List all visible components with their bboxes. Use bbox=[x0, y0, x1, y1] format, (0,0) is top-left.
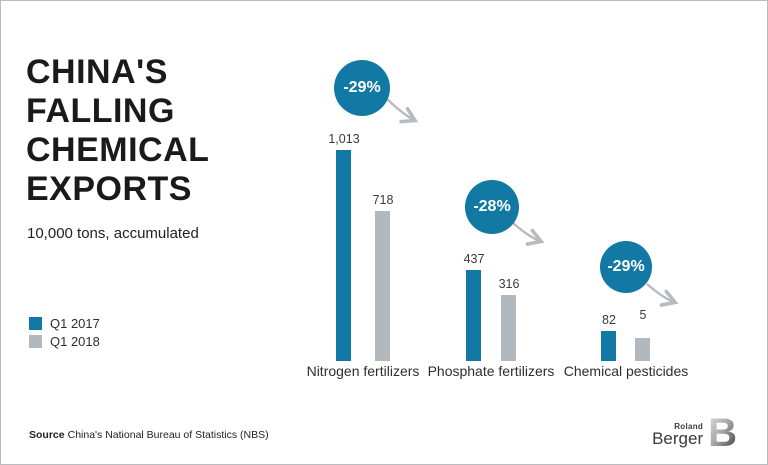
category-label-pesticides: Chemical pesticides bbox=[563, 363, 689, 379]
title-line-4: EXPORTS bbox=[26, 170, 192, 208]
bar-pesticides-2017 bbox=[601, 331, 616, 361]
category-label-nitrogen: Nitrogen fertilizers bbox=[306, 363, 420, 379]
bar-nitrogen-2018 bbox=[375, 211, 390, 361]
title-line-3: CHEMICAL bbox=[26, 131, 210, 169]
bar-nitrogen-2017 bbox=[336, 150, 351, 361]
legend-swatch-q1-2017 bbox=[29, 316, 42, 330]
source-label: Source bbox=[29, 429, 65, 441]
change-badge-pesticides: -29% bbox=[600, 241, 652, 293]
bar-value-phosphate-2018: 316 bbox=[498, 277, 520, 291]
legend-label-q1-2018: Q1 2018 bbox=[50, 333, 100, 349]
logo-b-icon: B bbox=[708, 411, 737, 455]
decline-arrow-phosphate bbox=[512, 222, 545, 246]
legend-label-q1-2017: Q1 2017 bbox=[50, 315, 100, 331]
logo-roland-text: Roland bbox=[674, 422, 704, 431]
title-line-1: CHINA'S bbox=[26, 53, 168, 91]
bar-value-phosphate-2017: 437 bbox=[463, 252, 485, 266]
title-line-2: FALLING bbox=[26, 92, 175, 130]
decline-arrow-nitrogen bbox=[386, 98, 419, 124]
bar-phosphate-2017 bbox=[466, 270, 481, 361]
source-note: Source China's National Bureau of Statist… bbox=[29, 429, 269, 441]
legend: Q1 2017 Q1 2018 bbox=[29, 316, 100, 352]
bar-phosphate-2018 bbox=[501, 295, 516, 361]
decline-arrow-pesticides bbox=[646, 283, 679, 307]
logo-wordmark: Roland Berger bbox=[652, 422, 703, 448]
change-badge-phosphate: -28% bbox=[465, 180, 519, 234]
source-text: China's National Bureau of Statistics (N… bbox=[67, 429, 269, 441]
legend-swatch-q1-2018 bbox=[29, 334, 42, 348]
bar-value-nitrogen-2018: 718 bbox=[372, 193, 394, 207]
bar-value-pesticides-2017: 82 bbox=[602, 313, 616, 327]
change-badge-nitrogen: -29% bbox=[334, 60, 390, 116]
chart-subtitle: 10,000 tons, accumulated bbox=[27, 225, 199, 242]
roland-berger-logo: Roland Berger B bbox=[652, 411, 737, 455]
legend-item-q1-2018: Q1 2018 bbox=[29, 333, 100, 349]
logo-berger-text: Berger bbox=[652, 429, 704, 448]
bar-value-pesticides-2018: 5 bbox=[639, 308, 647, 322]
page-title: CHINA'S FALLING CHEMICAL EXPORTS bbox=[26, 53, 209, 209]
bar-pesticides-2018 bbox=[635, 338, 650, 361]
legend-item-q1-2017: Q1 2017 bbox=[29, 315, 100, 331]
category-label-phosphate: Phosphate fertilizers bbox=[427, 363, 555, 379]
bar-value-nitrogen-2017: 1,013 bbox=[328, 132, 360, 146]
